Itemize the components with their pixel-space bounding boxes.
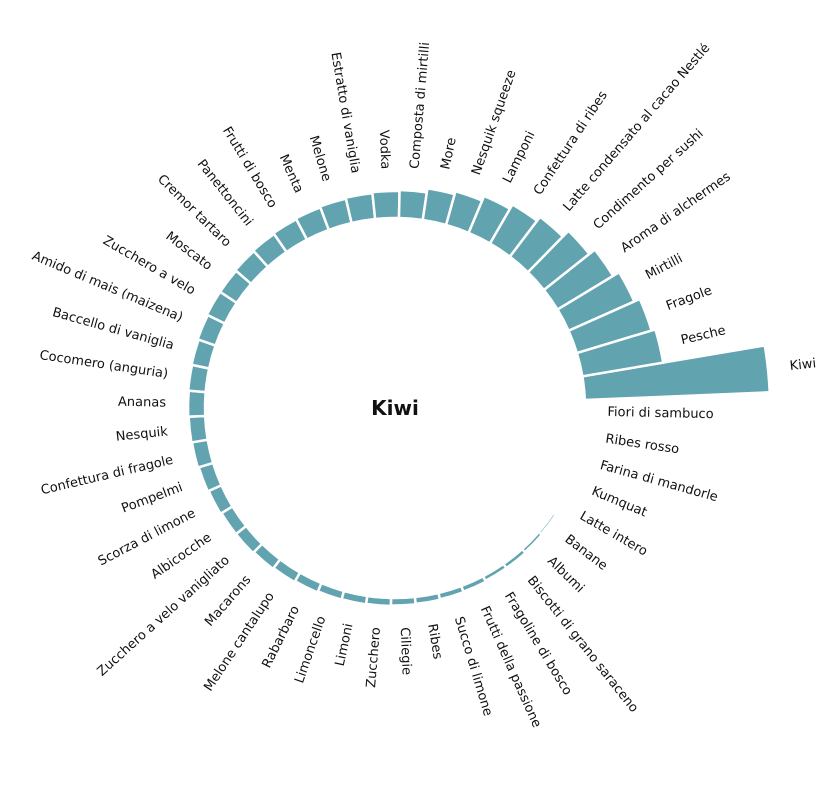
category-label-37: Estratto di vaniglia <box>327 51 362 174</box>
category-label-36: Melone <box>306 134 334 183</box>
bar-24 <box>190 438 215 470</box>
category-label-4: Kumquat <box>589 484 649 520</box>
category-label-1: Fiori di sambuco <box>607 405 714 422</box>
category-label-35: Menta <box>276 152 306 195</box>
bar-0 <box>580 344 771 402</box>
category-label-38: Vodka <box>376 130 393 170</box>
category-label-47: Mirtilli <box>643 251 685 283</box>
category-label-49: Pesche <box>680 323 728 348</box>
category-label-40: More <box>438 136 459 171</box>
category-label-42: Lamponi <box>500 129 538 186</box>
bar-8 <box>501 547 528 570</box>
bar-1 <box>582 398 587 426</box>
category-label-25: Nesquik <box>115 424 169 444</box>
bar-4 <box>563 468 578 496</box>
bar-14 <box>364 594 393 608</box>
category-label-14: Zucchero <box>364 627 384 689</box>
category-label-2: Ribes rosso <box>604 432 680 458</box>
bar-16 <box>316 581 346 602</box>
category-label-18: Melone cantalupo <box>201 590 278 695</box>
bar-5 <box>551 490 570 517</box>
category-label-16: Limoncello <box>292 614 329 685</box>
bar-2 <box>579 422 587 450</box>
center-label: Kiwi <box>371 396 419 420</box>
bar-6 <box>537 511 558 536</box>
category-label-27: Cocomero (anguria) <box>39 348 170 382</box>
category-label-23: Pompelmi <box>120 480 185 516</box>
bar-15 <box>340 589 369 606</box>
bar-12 <box>413 591 442 606</box>
bar-10 <box>459 574 488 594</box>
bar-49 <box>575 327 665 378</box>
category-label-48: Fragole <box>664 283 714 314</box>
bar-13 <box>389 595 418 607</box>
bar-3 <box>572 446 584 473</box>
category-label-12: Ribes <box>424 623 445 661</box>
category-label-0: Kiwi <box>789 356 817 374</box>
bar-38 <box>370 189 401 221</box>
category-label-26: Ananas <box>118 395 167 411</box>
category-label-15: Limoni <box>333 622 357 667</box>
category-label-39: Composta di mirtilli <box>408 42 434 170</box>
category-label-45: Condimento per sushi <box>591 126 707 233</box>
category-label-31: Moscato <box>163 229 215 274</box>
bar-11 <box>436 584 466 601</box>
category-label-7: Albumi <box>544 554 587 596</box>
bar-26 <box>186 389 208 418</box>
bar-25 <box>187 414 210 444</box>
category-label-13: Ciliegie <box>397 627 414 675</box>
bar-7 <box>520 530 544 554</box>
bar-9 <box>481 562 509 583</box>
bar-37 <box>344 191 377 225</box>
bars-layer <box>186 186 771 608</box>
